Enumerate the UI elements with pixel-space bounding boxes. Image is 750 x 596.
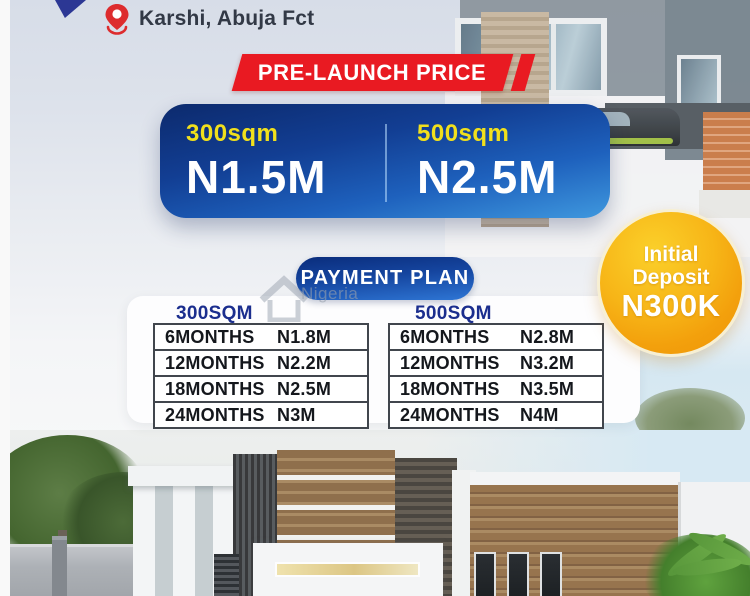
amount-cell: N2.2M	[277, 352, 332, 373]
slot-window	[275, 562, 420, 577]
table-header-300sqm: 300SQM	[176, 303, 253, 324]
term-cell: 24MONTHS	[165, 404, 265, 425]
render-fence-base	[699, 190, 750, 218]
background-house-render	[415, 0, 750, 310]
amount-cell: N4M	[520, 404, 559, 425]
table-row: 6MONTHS N1.8M	[153, 323, 369, 351]
deposit-amount: N300K	[621, 288, 721, 323]
left-letterbox-strip	[0, 0, 10, 596]
term-cell: 18MONTHS	[165, 378, 265, 399]
term-cell: 12MONTHS	[165, 352, 265, 373]
amount-cell: N3.5M	[520, 378, 575, 399]
table-row: 6MONTHS N2.8M	[388, 323, 604, 351]
payment-table-300sqm: 6MONTHS N1.8M 12MONTHS N2.2M 18MONTHS N2…	[153, 323, 369, 429]
table-row: 24MONTHS N3M	[153, 401, 369, 429]
pre-launch-banner: PRE-LAUNCH PRICE	[231, 54, 514, 91]
term-cell: 6MONTHS	[165, 326, 255, 347]
render-brick-fence	[703, 112, 750, 192]
location-pin-icon	[105, 4, 129, 35]
price-block-500sqm: 500sqm N2.5M	[385, 104, 610, 218]
table-row: 18MONTHS N3.5M	[388, 375, 604, 403]
term-cell: 6MONTHS	[400, 326, 490, 347]
plot-size-label: 300sqm	[186, 120, 279, 147]
location-label: Karshi, Abuja Fct	[139, 7, 315, 30]
amount-cell: N2.8M	[520, 326, 575, 347]
amount-cell: N3.2M	[520, 352, 575, 373]
deposit-line2: Deposit	[632, 266, 710, 289]
term-cell: 12MONTHS	[400, 352, 500, 373]
render-car-stripe	[548, 138, 673, 144]
payment-plan-pill: PAYMENT PLAN	[296, 257, 474, 300]
metal-grille	[214, 554, 239, 596]
amount-cell: N2.5M	[277, 378, 332, 399]
render-window-mullion	[551, 24, 556, 90]
plot-price: N1.5M	[186, 151, 327, 203]
deposit-line1: Initial	[643, 243, 699, 266]
window	[474, 552, 496, 596]
table-row: 18MONTHS N2.5M	[153, 375, 369, 403]
plot-price: N2.5M	[417, 151, 558, 203]
window	[507, 552, 529, 596]
term-cell: 18MONTHS	[400, 378, 500, 399]
payment-plan-title: PAYMENT PLAN	[300, 267, 470, 289]
payment-table-500sqm: 6MONTHS N2.8M 12MONTHS N3.2M 18MONTHS N3…	[388, 323, 604, 429]
amount-cell: N3M	[277, 404, 316, 425]
table-row: 24MONTHS N4M	[388, 401, 604, 429]
price-block-300sqm: 300sqm N1.5M	[160, 104, 385, 218]
bottom-house-photo	[0, 430, 750, 596]
logo-triangle	[55, 0, 86, 18]
price-divider	[385, 124, 387, 202]
window	[540, 552, 562, 596]
pre-launch-banner-label: PRE-LAUNCH PRICE	[258, 59, 487, 85]
table-header-500sqm: 500SQM	[415, 303, 492, 324]
plot-size-label: 500sqm	[417, 120, 510, 147]
initial-deposit-badge: Initial Deposit N300K	[597, 209, 745, 357]
term-cell: 24MONTHS	[400, 404, 500, 425]
amount-cell: N1.8M	[277, 326, 332, 347]
price-box: 300sqm N1.5M 500sqm N2.5M	[160, 104, 610, 218]
table-row: 12MONTHS N2.2M	[153, 349, 369, 377]
location-row: Karshi, Abuja Fct	[104, 3, 314, 35]
table-row: 12MONTHS N3.2M	[388, 349, 604, 377]
wall-pillar	[52, 536, 67, 596]
